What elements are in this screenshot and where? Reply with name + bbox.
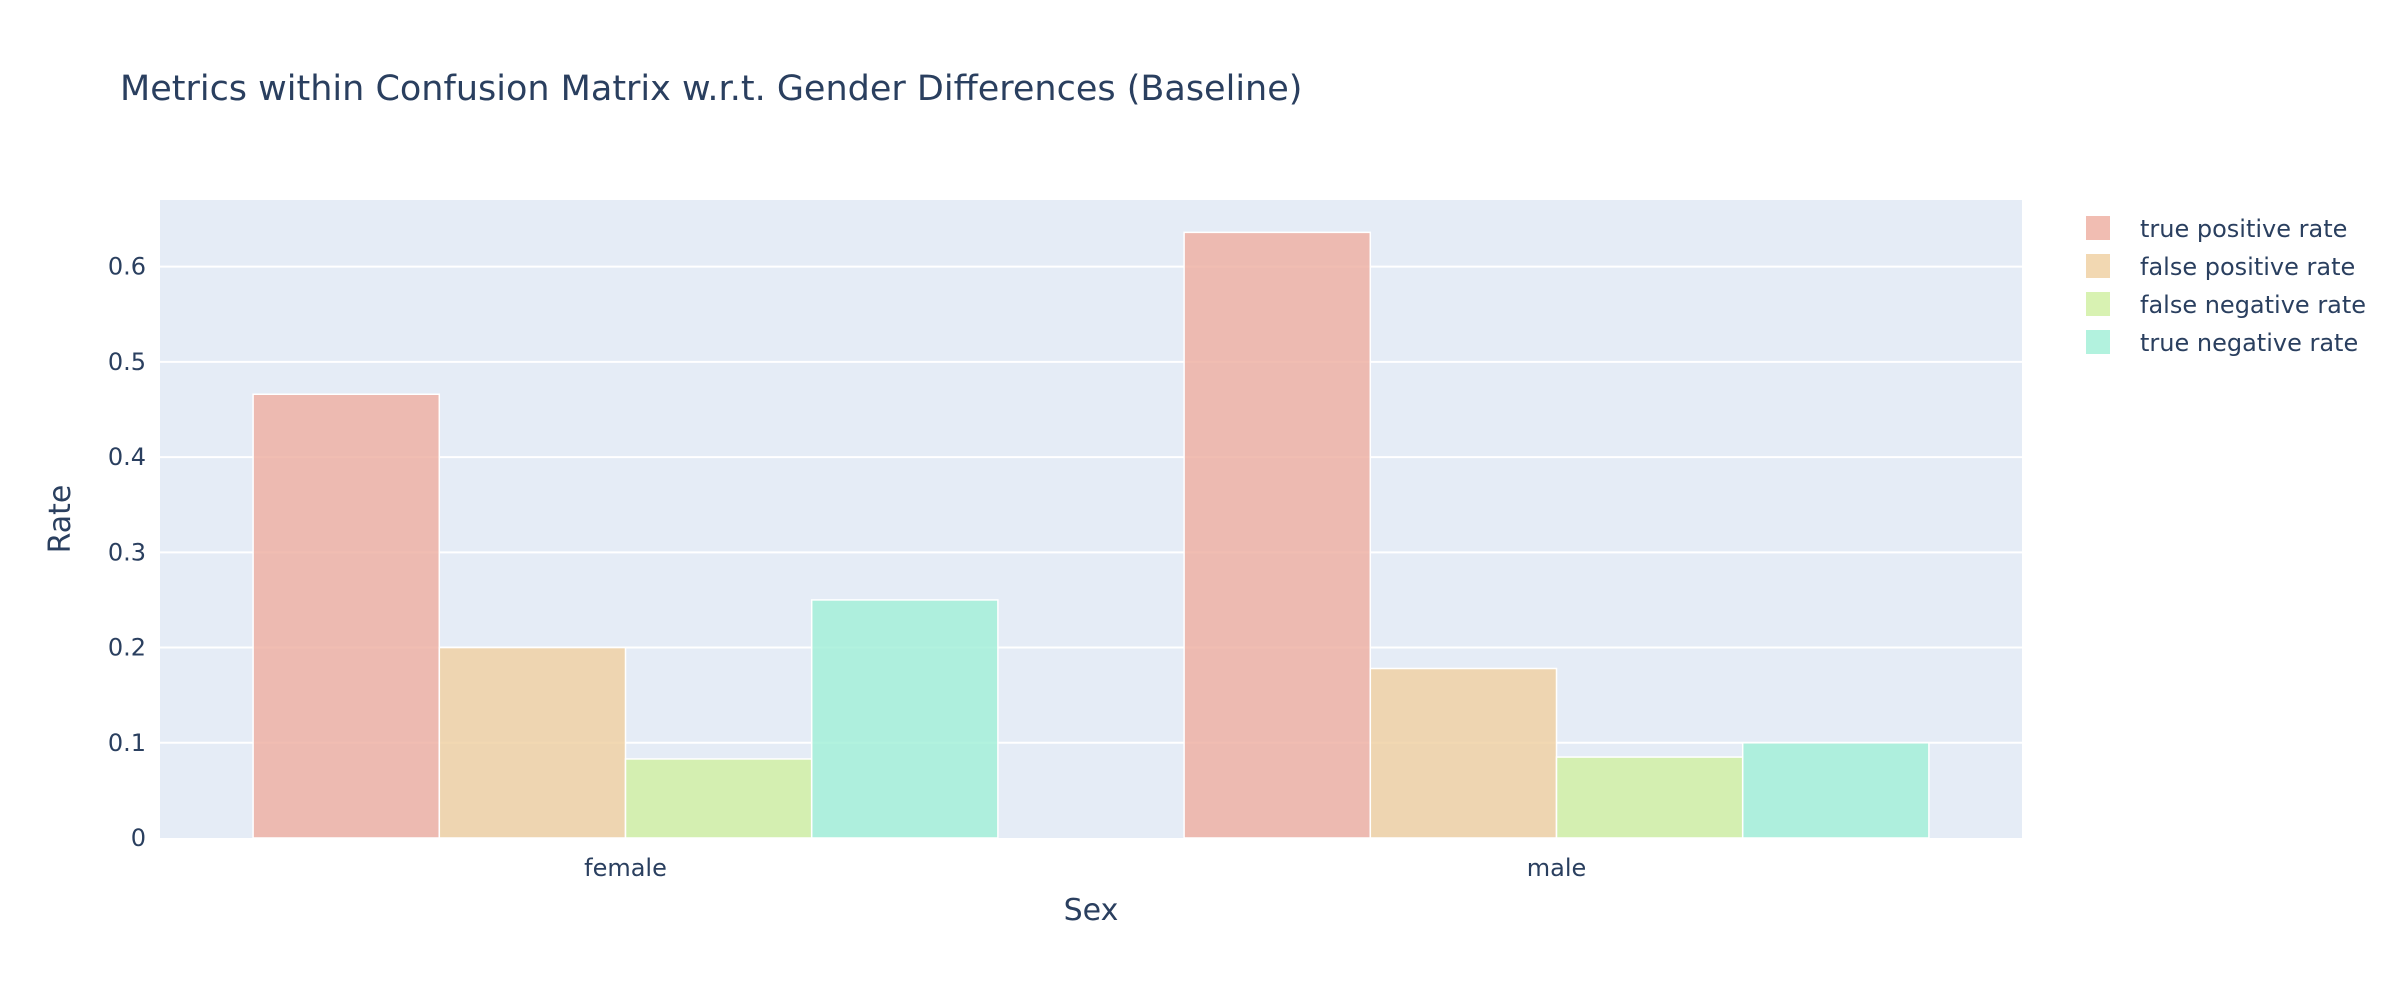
bar bbox=[1369, 667, 1558, 839]
x-axis-ticks: female male bbox=[584, 854, 1586, 882]
legend-label: false negative rate bbox=[2140, 291, 2366, 319]
y-axis-ticks: 0 0.1 0.2 0.3 0.4 0.5 0.6 bbox=[108, 253, 146, 852]
x-axis-title: Sex bbox=[1064, 893, 1119, 928]
x-tick-label: male bbox=[1527, 854, 1587, 882]
legend-swatch bbox=[2086, 254, 2110, 278]
legend: true positive rate false positive rate fal… bbox=[2086, 215, 2366, 357]
legend-swatch bbox=[2086, 216, 2110, 240]
y-tick-label: 0.6 bbox=[108, 253, 146, 281]
y-tick-label: 0 bbox=[131, 824, 146, 852]
legend-label: true negative rate bbox=[2140, 329, 2358, 357]
bar bbox=[252, 393, 441, 839]
legend-swatch bbox=[2086, 292, 2110, 316]
legend-label: true positive rate bbox=[2140, 215, 2347, 243]
bar bbox=[1741, 742, 1930, 839]
bar bbox=[1555, 756, 1744, 839]
bar bbox=[438, 646, 627, 839]
bar bbox=[1183, 231, 1372, 839]
y-tick-label: 0.5 bbox=[108, 348, 146, 376]
chart-title: Metrics within Confusion Matrix w.r.t. G… bbox=[120, 69, 1302, 109]
y-tick-label: 0.1 bbox=[108, 729, 146, 757]
y-tick-label: 0.2 bbox=[108, 634, 146, 662]
y-axis-title: Rate bbox=[43, 485, 78, 554]
legend-swatch bbox=[2086, 330, 2110, 354]
y-tick-label: 0.3 bbox=[108, 538, 146, 566]
bars bbox=[252, 231, 1930, 839]
legend-label: false positive rate bbox=[2140, 253, 2355, 281]
bar bbox=[810, 599, 999, 839]
bar bbox=[624, 758, 813, 839]
x-tick-label: female bbox=[584, 854, 667, 882]
y-tick-label: 0.4 bbox=[108, 443, 146, 471]
